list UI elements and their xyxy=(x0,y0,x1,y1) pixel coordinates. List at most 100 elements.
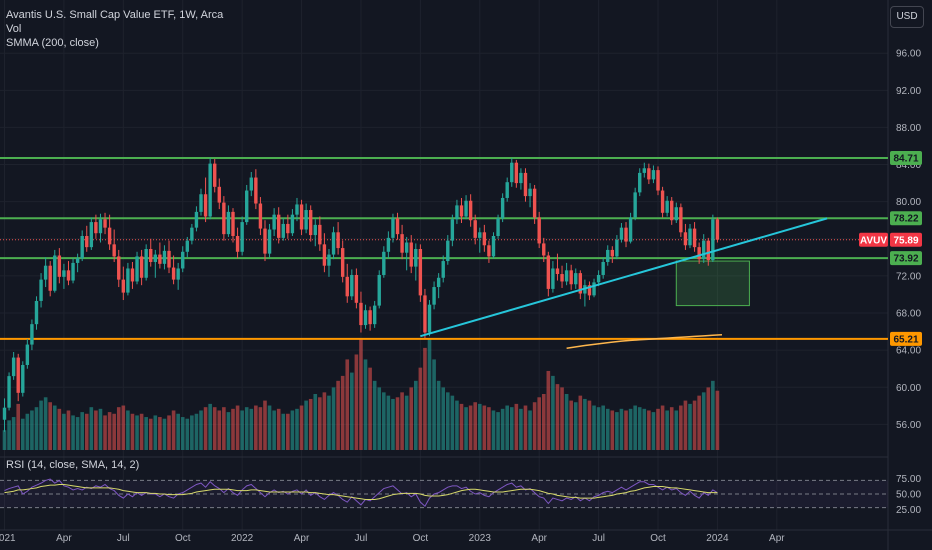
volume-bar xyxy=(20,418,25,450)
volume-bar xyxy=(272,410,276,450)
volume-bar xyxy=(71,415,75,450)
candle-body xyxy=(491,236,496,257)
candle-body xyxy=(103,219,107,228)
candle-body xyxy=(592,282,596,296)
candle-body xyxy=(2,407,7,420)
volume-bar xyxy=(519,408,523,450)
candle-body xyxy=(487,245,491,257)
candle-body xyxy=(409,242,413,267)
smma-indicator-label[interactable]: SMMA (200, close) xyxy=(6,37,99,49)
candle-body xyxy=(176,268,180,280)
candle-body xyxy=(235,236,240,252)
volume-bar xyxy=(185,418,190,450)
price-level-tag-bg xyxy=(890,211,922,226)
volume-bar xyxy=(217,410,222,450)
time-axis[interactable]: 2021 Apr Jul Oct 2022 Apr Jul Oct 2023 Apr Jul Oct 2… xyxy=(0,533,785,544)
volume-bar xyxy=(496,412,500,450)
candle-body xyxy=(98,219,103,234)
candle-body xyxy=(670,200,674,221)
trendline[interactable] xyxy=(420,217,828,338)
volume-bar xyxy=(290,410,295,450)
volume-bar xyxy=(263,400,267,450)
smma-line xyxy=(566,333,723,350)
trendline-line[interactable] xyxy=(420,217,828,338)
price-level-tag-bg xyxy=(890,331,922,346)
candle-body xyxy=(267,229,272,254)
volume-bar xyxy=(180,417,185,450)
volume-bar xyxy=(281,413,286,450)
volume-bar xyxy=(43,397,48,450)
price-axis[interactable]: 96.0092.0088.0084.0080.0076.0072.0068.00… xyxy=(896,49,921,516)
candle-body xyxy=(153,254,158,262)
rsi-line xyxy=(4,478,718,508)
volume-bar xyxy=(386,395,391,450)
price-level-tag: 84.71 xyxy=(893,153,918,164)
rsi-indicator-label[interactable]: RSI (14, close, SMA, 14, 2) xyxy=(6,459,140,471)
volume-bar xyxy=(208,403,212,450)
candle-body xyxy=(48,265,52,291)
volume-bar xyxy=(34,407,39,450)
candle-body xyxy=(679,207,683,233)
candle-body xyxy=(455,205,459,220)
candle-body xyxy=(446,240,450,262)
volume-bar xyxy=(52,405,57,450)
volume-bar xyxy=(299,405,304,450)
volume-bar xyxy=(610,410,615,450)
candle-body xyxy=(414,248,418,267)
consolidation-zone xyxy=(675,260,750,307)
candle-body xyxy=(363,310,368,326)
volume-bar xyxy=(331,387,336,450)
candle-body xyxy=(112,244,116,257)
volume-bar xyxy=(601,405,605,450)
volume-bar xyxy=(637,407,642,450)
candle-body xyxy=(208,163,212,217)
symbol-tag: AVUV xyxy=(860,235,887,246)
x-tick-label: 2021 xyxy=(0,533,16,544)
volume-bar xyxy=(153,415,158,450)
candle-body xyxy=(34,300,39,325)
volume-bar xyxy=(167,415,171,450)
last-price-tag: 75.89 xyxy=(893,235,918,246)
volume-bar xyxy=(313,394,318,450)
candle-body xyxy=(482,232,487,246)
volume-bar xyxy=(482,405,487,450)
candle-body xyxy=(478,232,482,238)
rsi-ma-line xyxy=(4,483,718,500)
zone-rect[interactable] xyxy=(675,260,750,307)
candle-body xyxy=(66,270,71,281)
candle-body xyxy=(372,305,377,325)
candle-body xyxy=(117,256,121,280)
volume-bar xyxy=(683,400,688,450)
volume-bar xyxy=(541,394,546,450)
volume-bar xyxy=(409,387,414,450)
candle-body xyxy=(500,197,505,219)
candle-body xyxy=(596,274,601,283)
volume-bar xyxy=(651,412,656,450)
candle-body xyxy=(400,234,404,253)
price-level-tag: 78.22 xyxy=(893,214,918,225)
symbol-title[interactable]: Avantis U.S. Small Cap Value ETF, 1W, Ar… xyxy=(6,9,224,21)
volume-bar xyxy=(473,402,478,450)
volume-bar xyxy=(158,417,162,450)
volume-bar xyxy=(423,347,427,450)
volume-bar xyxy=(254,405,258,450)
volume-bar xyxy=(222,407,226,450)
volume-bar xyxy=(103,415,107,450)
volume-bar xyxy=(377,387,382,450)
candles xyxy=(2,158,720,432)
candle-body xyxy=(674,207,678,221)
currency-button[interactable]: USD xyxy=(890,6,924,28)
volume-bar xyxy=(359,338,363,450)
volume-bar xyxy=(414,380,418,450)
volume-bar xyxy=(688,403,692,450)
volume-bar xyxy=(194,413,199,450)
volume-bar xyxy=(468,405,473,450)
volume-bar xyxy=(404,395,409,450)
candle-body xyxy=(345,276,349,297)
candle-body xyxy=(683,232,688,246)
volume-indicator-label[interactable]: Vol xyxy=(6,23,22,35)
x-tick-label: Oct xyxy=(413,533,429,544)
volume-bar xyxy=(345,359,350,450)
volume-bar xyxy=(11,417,16,450)
